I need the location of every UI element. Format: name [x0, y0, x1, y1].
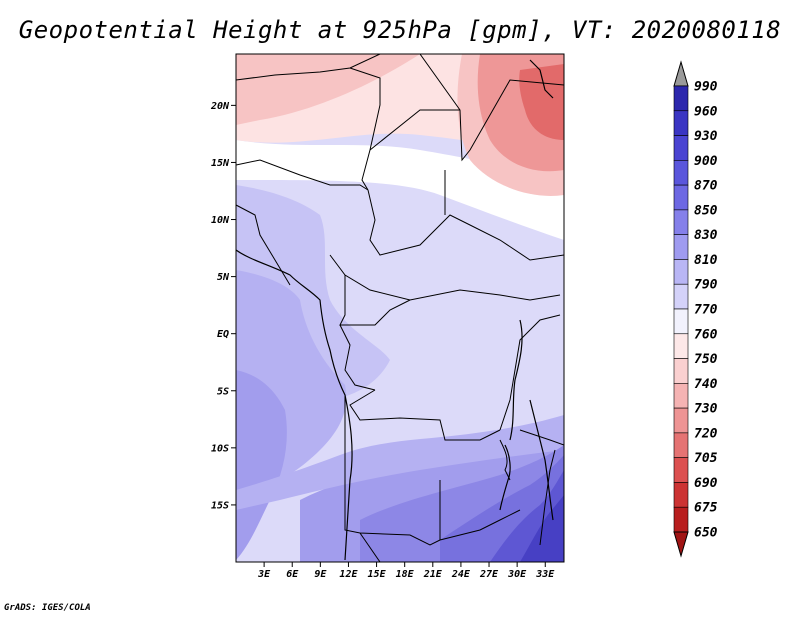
colorbar-swatch: [673, 184, 689, 211]
lon-tick-label: 15E: [368, 569, 387, 580]
lon-tick-label: 18E: [396, 569, 415, 580]
lat-tick-label: 5S: [217, 386, 229, 397]
lat-tick-label: 5N: [217, 272, 230, 283]
colorbar-swatch: [673, 160, 689, 186]
colorbar-label: 830: [694, 228, 718, 243]
lon-tick-label: 12E: [339, 569, 358, 580]
lat-tick-label: 15N: [211, 158, 230, 169]
colorbar-label: 770: [694, 303, 718, 318]
lat-tick-label: EQ: [217, 329, 229, 340]
colorbar-swatch: [673, 308, 689, 335]
height-field-shading: [236, 54, 564, 562]
grads-credit: GrADS: IGES/COLA: [4, 603, 91, 613]
field-red-light-west: [236, 54, 420, 125]
lat-tick-label: 10N: [211, 215, 230, 226]
colorbar-top-arrow: [673, 60, 689, 87]
colorbar-label: 930: [694, 129, 718, 144]
latitude-ticks: 20N 15N 10N 5N EQ 5S 10S 15S: [210, 101, 236, 511]
colorbar-swatch: [673, 358, 689, 384]
lat-tick-label: 10S: [211, 443, 229, 454]
lon-tick-label: 3E: [257, 569, 271, 580]
colorbar-label: 720: [694, 426, 718, 441]
colorbar-label: 810: [694, 253, 718, 268]
colorbar-label: 675: [694, 501, 718, 516]
colorbar-label: 705: [694, 451, 718, 466]
lat-tick-label: 15S: [211, 500, 229, 511]
lon-tick-label: 30E: [507, 569, 527, 580]
field-blue-light-ocean: [236, 370, 287, 560]
longitude-ticks: 3E 6E 9E 12E 15E 18E 21E 24E 27E 30E 33E: [257, 562, 555, 580]
lon-tick-label: 9E: [314, 569, 327, 580]
colorbar-label: 740: [694, 377, 718, 392]
colorbar-swatch: [673, 85, 689, 112]
colorbar-label: 850: [694, 203, 718, 218]
map-title: Geopotential Height at 925hPa [gpm], VT:…: [18, 16, 782, 44]
colorbar-label: 990: [694, 80, 718, 95]
colorbar-swatch: [673, 135, 689, 161]
lon-tick-label: 27E: [479, 569, 499, 580]
colorbar-label: 960: [694, 104, 718, 119]
colorbar-swatch: [673, 506, 689, 533]
lon-tick-label: 33E: [535, 569, 555, 580]
colorbar-swatch: [673, 383, 689, 409]
colorbar-swatch: [673, 432, 689, 458]
colorbar-swatch: [673, 110, 689, 136]
colorbar-label: 650: [694, 526, 718, 541]
field-red-strong: [519, 64, 564, 140]
colorbar-label: 870: [694, 179, 718, 194]
colorbar-label: 750: [694, 352, 718, 367]
colorbar-label: 900: [694, 154, 718, 169]
colorbar-swatch: [673, 407, 689, 434]
coastlines: [236, 59, 554, 561]
colorbar-swatch: [673, 259, 689, 285]
colorbar: 990 960 930 900 870 850 830 810 790 770 760 750 740 7…: [673, 60, 718, 558]
colorbar-bottom-arrow: [673, 531, 689, 558]
colorbar-label: 730: [694, 402, 718, 417]
colorbar-label: 690: [694, 476, 718, 491]
colorbar-label: 760: [694, 327, 718, 342]
political-boundaries: [236, 54, 564, 562]
lon-tick-label: 24E: [451, 569, 471, 580]
lon-tick-label: 21E: [423, 569, 443, 580]
colorbar-swatch: [673, 209, 689, 235]
lat-tick-label: 20N: [210, 101, 230, 112]
colorbar-swatch: [673, 234, 689, 260]
colorbar-label: 790: [694, 278, 718, 293]
colorbar-swatch: [673, 457, 689, 483]
plot-frame: [235, 53, 565, 563]
colorbar-swatch: [673, 333, 689, 359]
lon-tick-label: 6E: [286, 569, 299, 580]
colorbar-swatch: [673, 283, 689, 310]
colorbar-swatch: [673, 482, 689, 508]
